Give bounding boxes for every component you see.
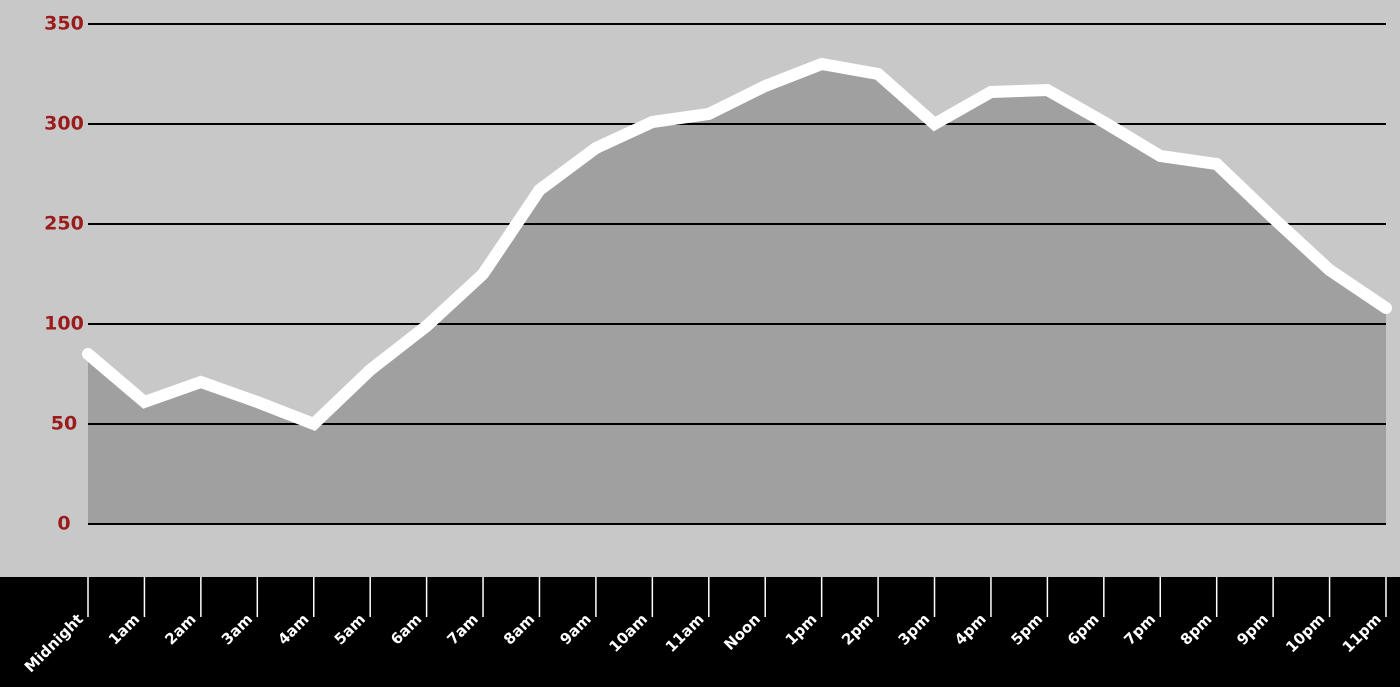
y-tick-label: 300 — [44, 113, 84, 135]
line — [82, 57, 1392, 431]
y-tick-label: 0 — [57, 513, 70, 535]
x-axis-band — [0, 577, 1400, 687]
y-tick-label: 350 — [44, 13, 84, 35]
y-tick-label: 250 — [44, 213, 84, 235]
y-tick-label: 50 — [51, 413, 77, 435]
y-tick-label: 100 — [44, 313, 84, 335]
area — [88, 64, 1386, 524]
